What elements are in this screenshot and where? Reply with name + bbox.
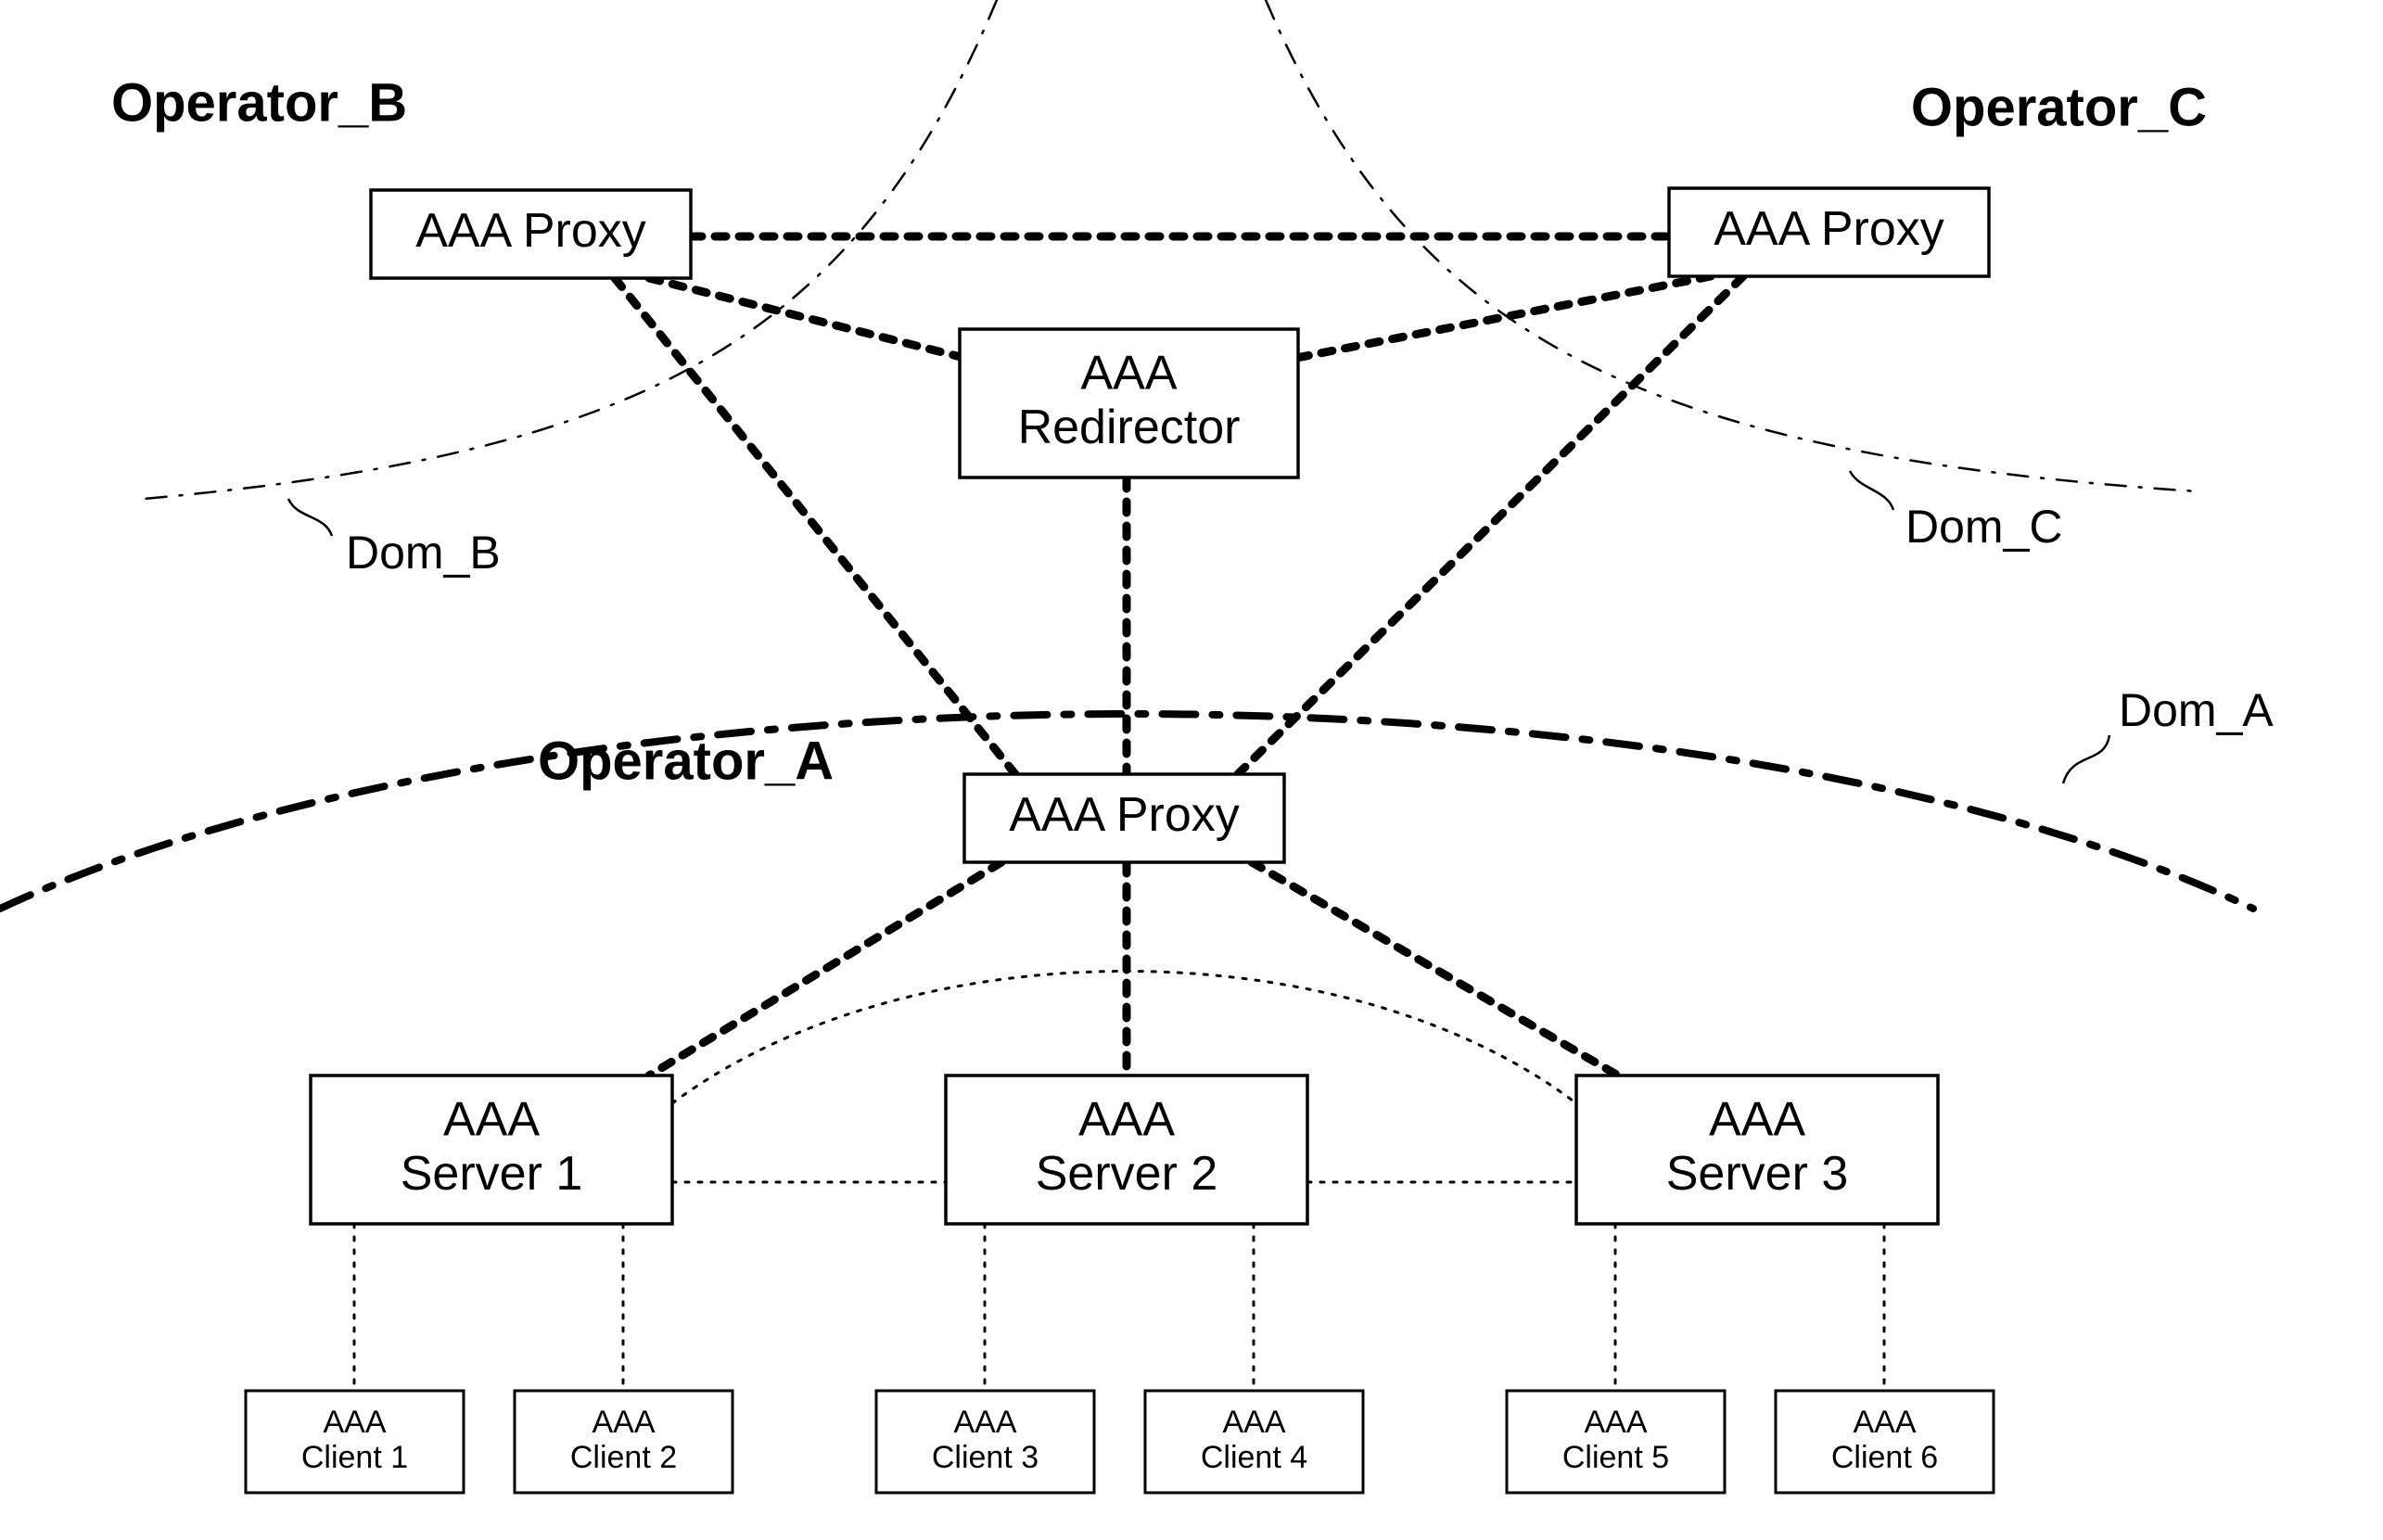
node-client3-label-1: Client 3 xyxy=(932,1440,1039,1475)
node-server1: AAAServer 1 xyxy=(311,1075,672,1224)
node-proxy_b-label-0: AAA Proxy xyxy=(415,204,646,258)
node-client3: AAAClient 3 xyxy=(876,1391,1094,1493)
node-redirector-label-0: AAA xyxy=(1080,347,1177,401)
node-client4: AAAClient 4 xyxy=(1145,1391,1363,1493)
node-proxy_c-label-0: AAA Proxy xyxy=(1714,202,1944,256)
node-client6-label-1: Client 6 xyxy=(1831,1440,1938,1475)
node-redirector-label-1: Redirector xyxy=(1018,401,1241,454)
node-client6-label-0: AAA xyxy=(1853,1405,1916,1440)
node-server3-label-1: Server 3 xyxy=(1666,1147,1849,1201)
node-server3: AAAServer 3 xyxy=(1576,1075,1938,1224)
dom_c_label: Dom_C xyxy=(1905,501,2062,553)
node-client5-label-0: AAA xyxy=(1584,1405,1647,1440)
node-client5: AAAClient 5 xyxy=(1507,1391,1725,1493)
node-proxy_c: AAA Proxy xyxy=(1669,188,1989,276)
operator-label-op_a: Operator_A xyxy=(538,731,834,791)
node-server1-label-1: Server 1 xyxy=(401,1147,583,1201)
node-proxy_a-label-0: AAA Proxy xyxy=(1009,788,1240,842)
node-client1-label-1: Client 1 xyxy=(301,1440,408,1475)
node-server3-label-0: AAA xyxy=(1709,1093,1805,1147)
node-client1: AAAClient 1 xyxy=(246,1391,464,1493)
node-server2-label-0: AAA xyxy=(1078,1093,1175,1147)
node-client3-label-0: AAA xyxy=(953,1405,1016,1440)
dom_b_label: Dom_B xyxy=(346,527,501,579)
node-proxy_b: AAA Proxy xyxy=(371,190,691,278)
node-redirector: AAARedirector xyxy=(960,329,1298,477)
node-client6: AAAClient 6 xyxy=(1776,1391,1994,1493)
node-client4-label-0: AAA xyxy=(1222,1405,1285,1440)
node-client2-label-1: Client 2 xyxy=(570,1440,677,1475)
node-server2: AAAServer 2 xyxy=(946,1075,1307,1224)
node-client2-label-0: AAA xyxy=(592,1405,655,1440)
node-server2-label-1: Server 2 xyxy=(1036,1147,1218,1201)
dom_a_label: Dom_A xyxy=(2119,684,2274,736)
node-client5-label-1: Client 5 xyxy=(1562,1440,1669,1475)
operator-label-op_b: Operator_B xyxy=(111,72,407,133)
node-client4-label-1: Client 4 xyxy=(1201,1440,1307,1475)
node-client1-label-0: AAA xyxy=(323,1405,386,1440)
node-proxy_a: AAA Proxy xyxy=(964,774,1284,862)
operator-label-op_c: Operator_C xyxy=(1911,77,2207,137)
node-server1-label-0: AAA xyxy=(443,1093,540,1147)
node-client2: AAAClient 2 xyxy=(515,1391,733,1493)
